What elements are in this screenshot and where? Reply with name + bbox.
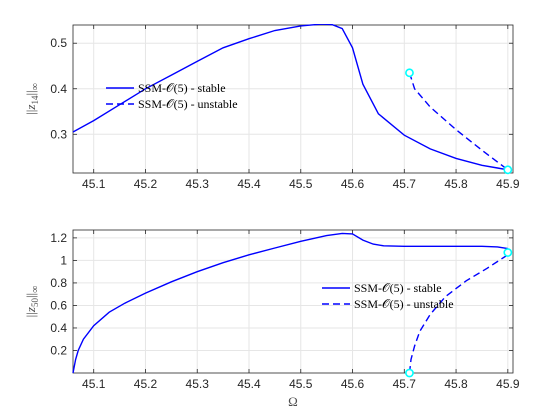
legend: SSM-𝒪(5) - stable SSM-𝒪(5) - unstable: [106, 81, 238, 111]
x-tick-label: 45.7: [393, 177, 417, 191]
axes-background: [73, 25, 513, 173]
y-label-var: z: [23, 105, 38, 111]
y-axis-label: ||z14||∞: [23, 83, 41, 115]
x-axis-label: Ω: [288, 394, 298, 409]
y-tick-label: 1.2: [50, 231, 67, 245]
x-tick-label: 45.2: [134, 177, 158, 191]
axes-background: [73, 230, 513, 373]
legend: SSM-𝒪(5) - stable SSM-𝒪(5) - unstable: [322, 281, 454, 311]
x-tick-label: 45.7: [393, 377, 417, 391]
x-tick-label: 45.6: [341, 177, 365, 191]
x-tick-label: 45.6: [341, 377, 365, 391]
y-label-sub: 14: [30, 95, 40, 105]
x-tick-label: 45.2: [134, 377, 158, 391]
y-label-inf: ∞: [30, 83, 41, 90]
series-unstable-line: [408, 72, 509, 171]
x-tick-label: 45.9: [496, 177, 520, 191]
y-label-close: ||: [23, 90, 38, 95]
grid: [73, 230, 513, 373]
plot-2: 45.1 45.2 45.3 45.4 45.5 45.6 45.7 45.8 45.9 0.2 0…: [23, 229, 520, 409]
y-label-close: ||: [23, 293, 38, 298]
bifurcation-marker: [405, 368, 414, 378]
y-label-sub: 50: [30, 298, 40, 308]
y-label-open: ||: [23, 312, 38, 317]
y-label-open: ||: [23, 110, 38, 115]
x-tick-label: 45.9: [496, 377, 520, 391]
x-tick-label: 45.5: [289, 177, 313, 191]
bifurcation-marker: [503, 248, 513, 257]
x-tick-label: 45.4: [237, 377, 261, 391]
y-tick-label: 0.2: [50, 343, 67, 357]
bifurcation-marker: [503, 165, 513, 175]
series-stable-line: [72, 24, 508, 171]
y-tick-label: 0.5: [50, 36, 67, 50]
legend-label: SSM-𝒪(5) - unstable: [138, 97, 238, 111]
series-stable-line: [72, 232, 508, 374]
y-tick-label: 0.8: [50, 276, 67, 290]
y-tick-label: 0.3: [50, 127, 67, 141]
y-axis-label: ||z50||∞: [23, 286, 41, 318]
y-label-var: z: [23, 307, 38, 313]
y-tick-label: 0.4: [50, 82, 67, 96]
y-tick-label: 0.6: [50, 298, 67, 312]
x-tick-label: 45.8: [444, 377, 468, 391]
y-tick-label: 0.4: [50, 321, 67, 335]
x-tick-label: 45.1: [82, 177, 106, 191]
x-tick-label: 45.4: [237, 177, 261, 191]
x-tick-label: 45.8: [444, 177, 468, 191]
bifurcation-marker: [405, 68, 414, 78]
legend-label: SSM-𝒪(5) - stable: [354, 281, 442, 295]
legend-label: SSM-𝒪(5) - unstable: [354, 297, 454, 311]
y-label-inf: ∞: [30, 286, 41, 293]
plot-1: 45.1 45.2 45.3 45.4 45.5 45.6 45.7 45.8 45.9 0.3 0…: [23, 24, 520, 191]
x-tick-label: 45.5: [289, 377, 313, 391]
axes-box: [72, 24, 514, 174]
axes-box: [72, 229, 514, 374]
legend-label: SSM-𝒪(5) - stable: [138, 81, 226, 95]
y-tick-label: 1: [60, 253, 67, 267]
x-tick-label: 45.3: [186, 377, 210, 391]
x-tick-label: 45.1: [82, 377, 106, 391]
x-tick-label: 45.3: [186, 177, 210, 191]
